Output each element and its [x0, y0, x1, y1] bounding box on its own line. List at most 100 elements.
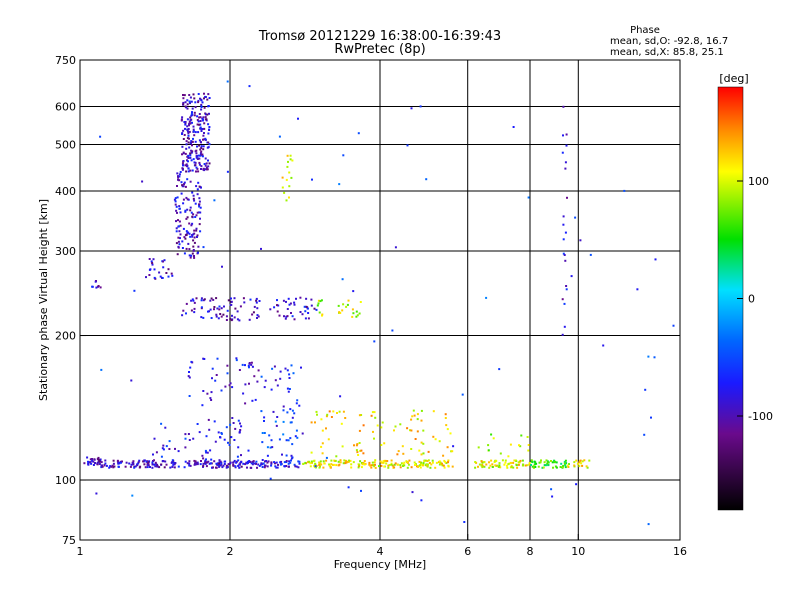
echo-point — [232, 464, 235, 466]
echo-point — [406, 466, 409, 469]
echo-point — [218, 462, 220, 465]
echo-point — [234, 307, 237, 310]
echo-point — [162, 266, 165, 269]
echo-point — [434, 466, 437, 469]
echo-point — [197, 120, 200, 123]
echo-point — [196, 463, 199, 466]
echo-point — [446, 446, 449, 449]
echo-point — [439, 461, 442, 464]
echo-point — [531, 465, 534, 468]
echo-point — [187, 154, 190, 157]
echo-point — [565, 462, 568, 465]
echo-point — [263, 466, 266, 469]
echo-point — [199, 217, 201, 220]
echo-point — [203, 122, 206, 125]
echo-point — [561, 298, 564, 301]
echo-point — [422, 442, 425, 445]
echo-point — [263, 386, 266, 389]
echo-point — [190, 254, 193, 257]
echo-point — [215, 462, 218, 465]
echo-point — [321, 442, 324, 445]
x-tick-label: 8 — [527, 545, 534, 558]
echo-point — [238, 466, 241, 469]
echo-point — [650, 416, 652, 419]
echo-point — [318, 466, 321, 469]
echo-point — [177, 245, 180, 248]
echo-point — [205, 118, 208, 121]
echo-point — [586, 466, 589, 469]
echo-point — [463, 521, 466, 523]
echo-point — [564, 231, 567, 234]
echo-point — [174, 447, 176, 450]
echo-point — [192, 249, 195, 251]
echo-point — [276, 384, 279, 387]
echo-point — [196, 236, 198, 238]
echo-point — [189, 235, 192, 238]
echo-point — [180, 118, 183, 121]
echo-point — [162, 460, 164, 462]
echo-point — [199, 126, 202, 129]
echo-point — [189, 154, 192, 157]
echo-point — [335, 464, 338, 467]
echo-point — [108, 466, 111, 469]
echo-point — [204, 164, 207, 167]
echo-point — [410, 429, 413, 432]
echo-point — [371, 461, 374, 464]
echo-point — [268, 434, 271, 437]
echo-point — [357, 466, 360, 469]
echo-point — [158, 466, 161, 469]
echo-point — [174, 200, 177, 203]
echo-point — [356, 451, 359, 454]
echo-point — [524, 464, 527, 467]
echo-point — [134, 465, 137, 468]
echo-point — [265, 460, 268, 462]
echo-point — [307, 312, 310, 314]
echo-point — [139, 465, 142, 468]
echo-point — [293, 318, 296, 321]
echo-point — [403, 464, 406, 467]
echo-point — [488, 461, 490, 464]
echo-point — [276, 304, 278, 307]
echo-point — [143, 459, 146, 462]
echo-point — [266, 446, 269, 449]
echo-point — [251, 460, 254, 463]
echo-point — [163, 259, 166, 262]
echo-point — [276, 416, 279, 418]
echo-point — [537, 465, 540, 468]
echo-point — [148, 258, 151, 260]
echo-point — [390, 463, 393, 466]
echo-point — [124, 465, 127, 468]
echo-point — [97, 456, 100, 459]
echo-point — [247, 364, 250, 367]
echo-point — [177, 450, 180, 453]
echo-point — [175, 242, 178, 245]
echo-point — [181, 184, 184, 187]
echo-point — [561, 151, 564, 154]
echo-point — [238, 430, 241, 433]
echo-point — [196, 211, 199, 214]
echo-point — [248, 85, 251, 88]
echo-point — [207, 146, 210, 149]
echo-point — [422, 462, 425, 465]
echo-point — [368, 461, 371, 464]
echo-point — [519, 445, 522, 448]
echo-point — [201, 128, 204, 130]
echo-point — [121, 460, 123, 463]
echo-point — [390, 462, 393, 465]
echo-point — [91, 285, 94, 288]
echo-point — [318, 462, 321, 465]
echo-point — [224, 385, 227, 388]
echo-point — [100, 368, 103, 371]
echo-point — [563, 460, 566, 463]
echo-point — [373, 437, 375, 440]
echo-point — [202, 465, 204, 468]
echo-point — [350, 466, 353, 469]
echo-point — [338, 410, 341, 413]
echo-point — [185, 230, 188, 233]
echo-point — [358, 442, 361, 444]
echo-point — [221, 265, 223, 268]
echo-point — [430, 463, 433, 466]
echo-point — [487, 444, 490, 447]
echo-point — [185, 302, 188, 305]
echo-point — [298, 462, 301, 465]
